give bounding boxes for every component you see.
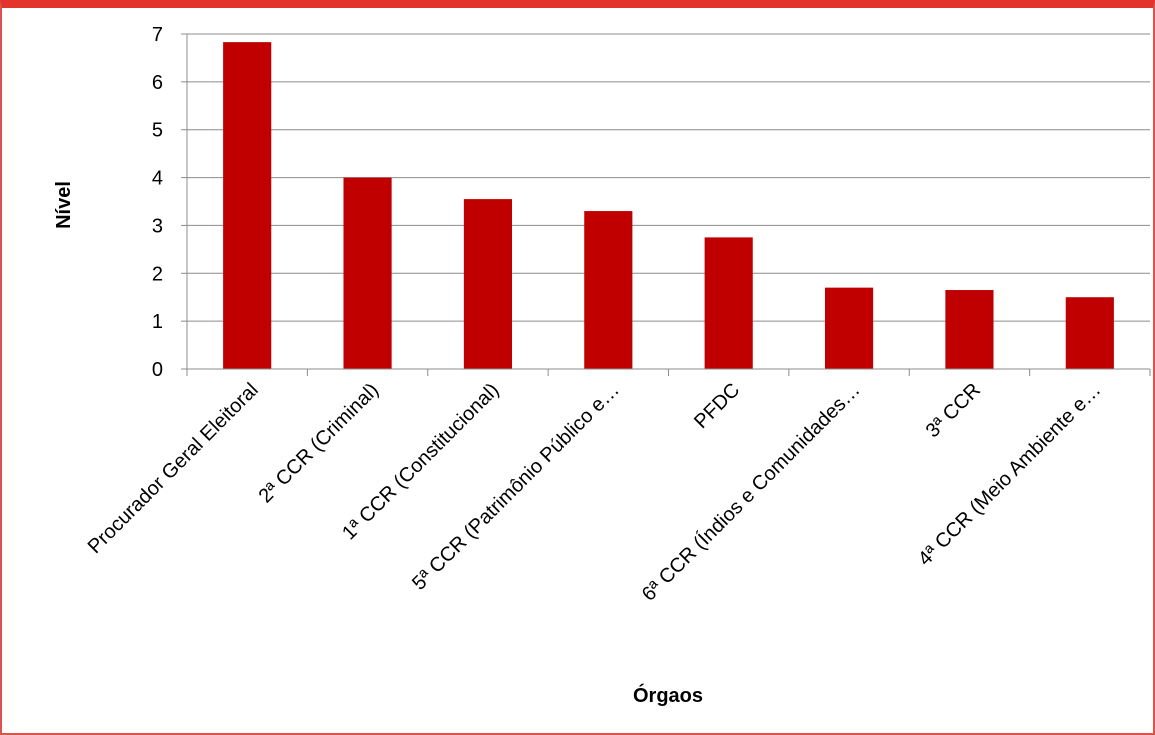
y-tick-labels: 0 1 2 3 4 5 6 7 (152, 24, 163, 381)
y-tick-label: 0 (152, 359, 163, 381)
bar (464, 199, 512, 369)
x-axis-title: Órgaos (633, 683, 703, 707)
bar (1066, 297, 1114, 369)
bar (945, 290, 993, 369)
bars (223, 42, 1114, 369)
y-tick-label: 7 (152, 24, 163, 46)
bar (584, 211, 632, 369)
x-category-label: 2ª CCR (Criminal) (255, 379, 383, 507)
bar (223, 42, 271, 369)
y-tick-label: 2 (152, 263, 163, 285)
axes (181, 34, 1150, 376)
bar (343, 178, 391, 369)
y-tick-label: 1 (152, 311, 163, 333)
x-category-label: 5ª CCR (Patrimônio Público e… (408, 379, 624, 595)
x-category-label: PFDC (690, 379, 744, 433)
y-tick-label: 3 (152, 215, 163, 237)
x-category-label: Procurador Geral Eleitoral (84, 379, 263, 558)
gridlines (187, 34, 1150, 321)
bar (705, 237, 753, 369)
y-tick-label: 6 (152, 72, 163, 94)
x-category-label: 3ª CCR (922, 379, 985, 442)
bar (825, 288, 873, 369)
x-category-label: 6ª CCR (Índios e Comunidades… (637, 378, 864, 605)
y-tick-label: 5 (152, 120, 163, 142)
y-tick-label: 4 (152, 168, 163, 190)
y-axis-title: Nível (53, 181, 75, 229)
